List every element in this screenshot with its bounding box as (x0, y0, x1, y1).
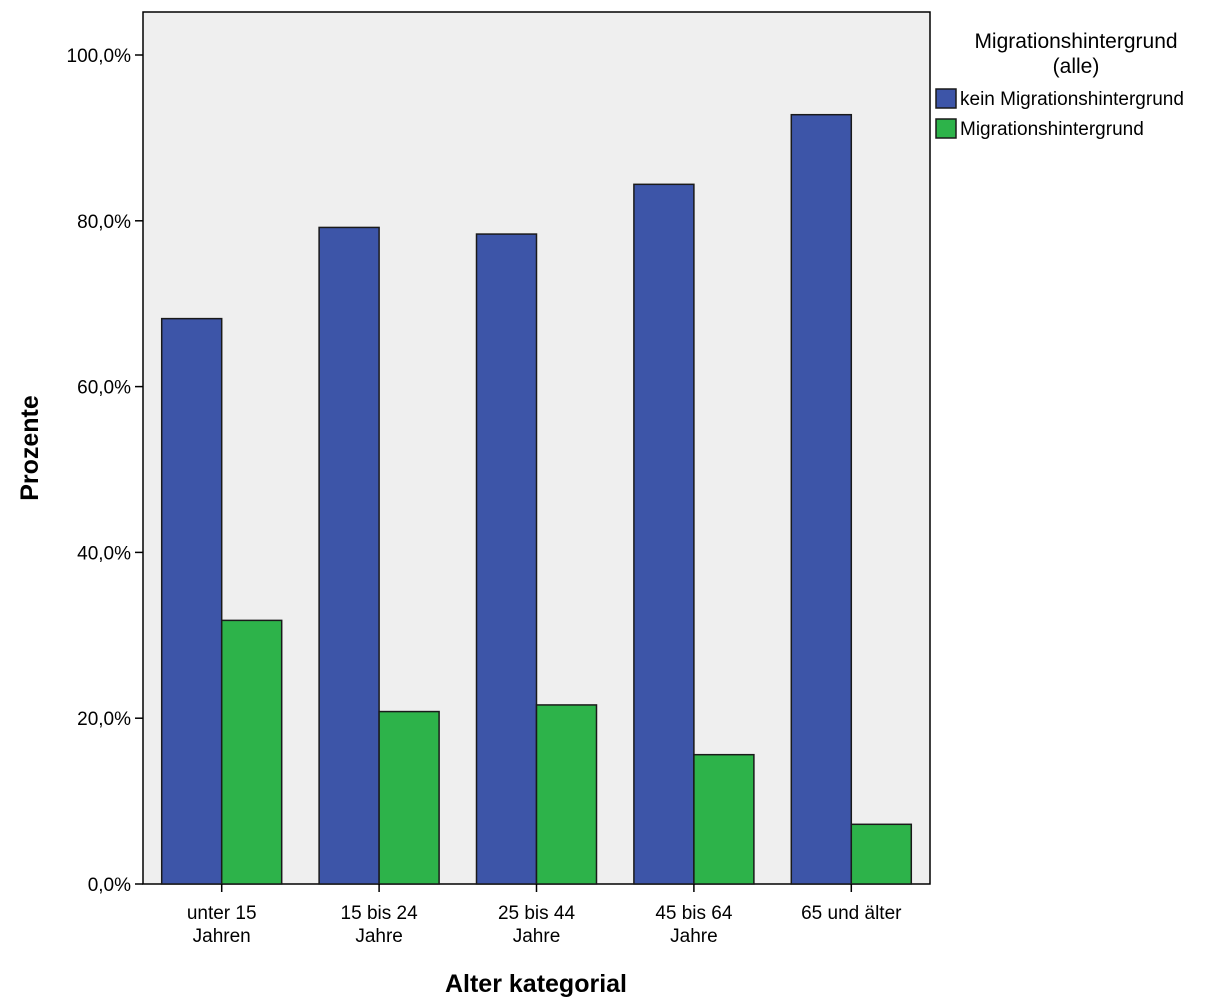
x-tick-label: 45 bis 64 Jahre (655, 903, 733, 947)
bar-migrationshintergrund (378, 710, 440, 885)
legend-swatch (935, 88, 957, 109)
y-tick-label: 20,0% (77, 709, 131, 730)
x-axis: unter 15 Jahren 15 bis 24 Jahre 25 bis 44 Jah… (187, 884, 902, 947)
bar-migrationshintergrund (535, 704, 598, 885)
y-tick-label: 80,0% (77, 212, 131, 233)
legend: Migrationshintergrund(alle)kein Migratio… (935, 30, 1184, 140)
y-tick-label: 100,0% (67, 46, 132, 67)
x-tick-label: 65 und älter (801, 903, 902, 924)
bar-migrationshintergrund (850, 823, 913, 885)
y-tick-label: 40,0% (77, 543, 131, 564)
bars-group (160, 113, 913, 885)
y-tick-label: 60,0% (77, 378, 131, 399)
bar-migrationshintergrund (220, 619, 283, 885)
y-axis: 0,0% 20,0% 40,0% 60,0% 80,0% 100,0% (67, 46, 143, 896)
legend-label: Migrationshintergrund (960, 119, 1144, 140)
legend-swatch (935, 118, 957, 139)
x-tick-label: unter 15 Jahren (187, 903, 257, 947)
legend-label: kein Migrationshintergrund (960, 89, 1184, 110)
y-axis-title: Prozente (16, 395, 44, 501)
bar-kein-migrationshintergrund (790, 113, 853, 885)
bar-kein-migrationshintergrund (475, 233, 538, 885)
bar-migrationshintergrund (693, 753, 755, 885)
x-tick-label: 25 bis 44 Jahre (498, 903, 576, 947)
y-tick-label: 0,0% (88, 875, 131, 896)
x-tick-label: 15 bis 24 Jahre (341, 903, 419, 947)
bar-kein-migrationshintergrund (633, 183, 695, 885)
bar-kein-migrationshintergrund (160, 317, 223, 885)
legend-title: Migrationshintergrund (974, 30, 1177, 53)
x-axis-title: Alter kategorial (445, 970, 627, 998)
legend-title: (alle) (1053, 55, 1100, 78)
bar-kein-migrationshintergrund (318, 226, 380, 885)
